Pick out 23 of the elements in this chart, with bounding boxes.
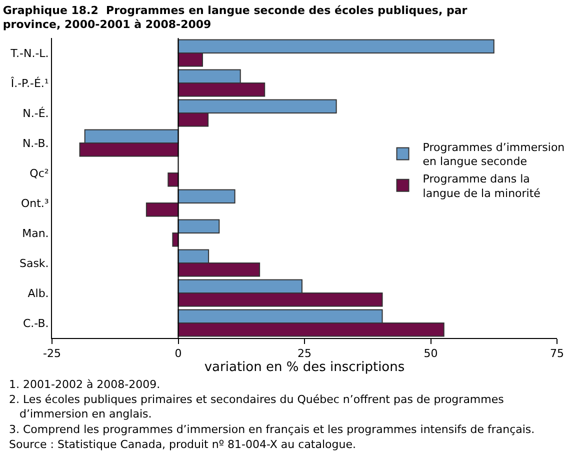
text: 3. Comprend les programmes d’immersion en français et les programmes intensifs de français.	[9, 423, 535, 436]
y-tick-label: Alb.	[28, 286, 49, 300]
text: 1. 2001-2002 à 2008-2009.	[9, 378, 160, 391]
x-axis-title: variation en % des inscriptions	[204, 360, 405, 376]
y-tick-label: N.-É.	[22, 106, 49, 120]
y-tick-label: Qc²	[30, 166, 49, 180]
x-tick-label: 50	[424, 347, 438, 360]
y-tick-label: Ont.³	[20, 196, 49, 210]
y-tick-label: Sask.	[19, 256, 49, 270]
y-tick-label: N.-B.	[22, 136, 49, 150]
x-tick-label: -25	[43, 347, 61, 360]
x-tick-label: 25	[298, 347, 312, 360]
x-tick-label: 0	[174, 347, 182, 360]
y-tick-label: C.-B.	[22, 316, 49, 330]
y-tick-label: Î.-P.-É.¹	[10, 76, 49, 90]
legend-label: Programmes d’immersion en langue seconde	[422, 140, 565, 168]
source-note: Source : Statistique Canada, produit nº 81-004-X au catalogue.	[9, 438, 356, 451]
text: 2. Les écoles publiques primaires et secondaires du Québec n’offrent pas de programmes d’immersion en anglais.	[9, 393, 504, 420]
chart-title: Graphique 18.2 Programmes en langue seconde des écoles publiques, par province, 2000-2001 à 2008-2009	[2, 4, 468, 32]
y-tick-label: Man.	[22, 226, 49, 240]
x-tick-label: 75	[550, 347, 564, 360]
legend-label: Programme dans la langue de la minorité	[422, 172, 541, 200]
y-tick-label: T.-N.-L.	[10, 46, 49, 60]
